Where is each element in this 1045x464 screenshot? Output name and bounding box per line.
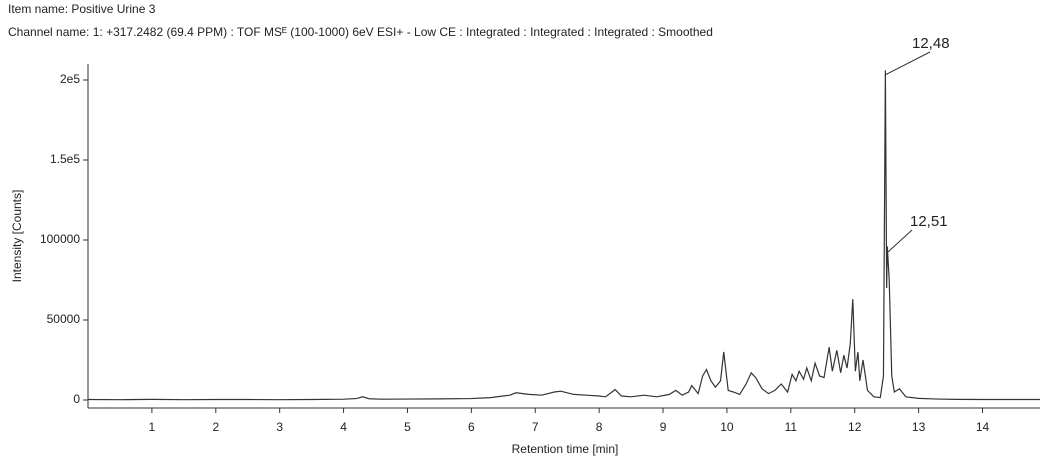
y-axis-label: Intensity [Counts] [10, 190, 24, 283]
annotation: 12,48 [912, 35, 950, 52]
x-tick-label: 14 [976, 420, 990, 434]
annotation-leader [887, 229, 913, 253]
y-tick-label: 1.5e5 [50, 152, 80, 166]
x-tick-label: 10 [720, 420, 734, 434]
x-tick-label: 3 [276, 420, 283, 434]
y-tick-label: 100000 [40, 232, 80, 246]
x-tick-label: 13 [912, 420, 926, 434]
y-tick-label: 0 [73, 392, 80, 406]
y-tick-label: 2e5 [60, 72, 80, 86]
x-tick-label: 6 [468, 420, 475, 434]
x-tick-label: 7 [532, 420, 539, 434]
x-axis-label: Retention time [min] [512, 442, 619, 456]
x-tick-label: 1 [149, 420, 156, 434]
chart-title: Item name: Positive Urine 3 [8, 2, 156, 16]
x-tick-label: 12 [848, 420, 862, 434]
y-tick-label: 50000 [47, 312, 81, 326]
annotation-leader [884, 51, 931, 76]
x-tick-label: 4 [340, 420, 347, 434]
chart-subtitle: Channel name: 1: +317.2482 (69.4 PPM) : … [8, 25, 713, 39]
annotation: 12,51 [910, 213, 948, 230]
x-tick-label: 9 [660, 420, 667, 434]
x-tick-label: 2 [212, 420, 219, 434]
x-tick-label: 11 [785, 420, 798, 434]
x-tick-label: 5 [404, 420, 411, 434]
trace [87, 70, 1040, 401]
x-tick-label: 8 [596, 420, 603, 434]
